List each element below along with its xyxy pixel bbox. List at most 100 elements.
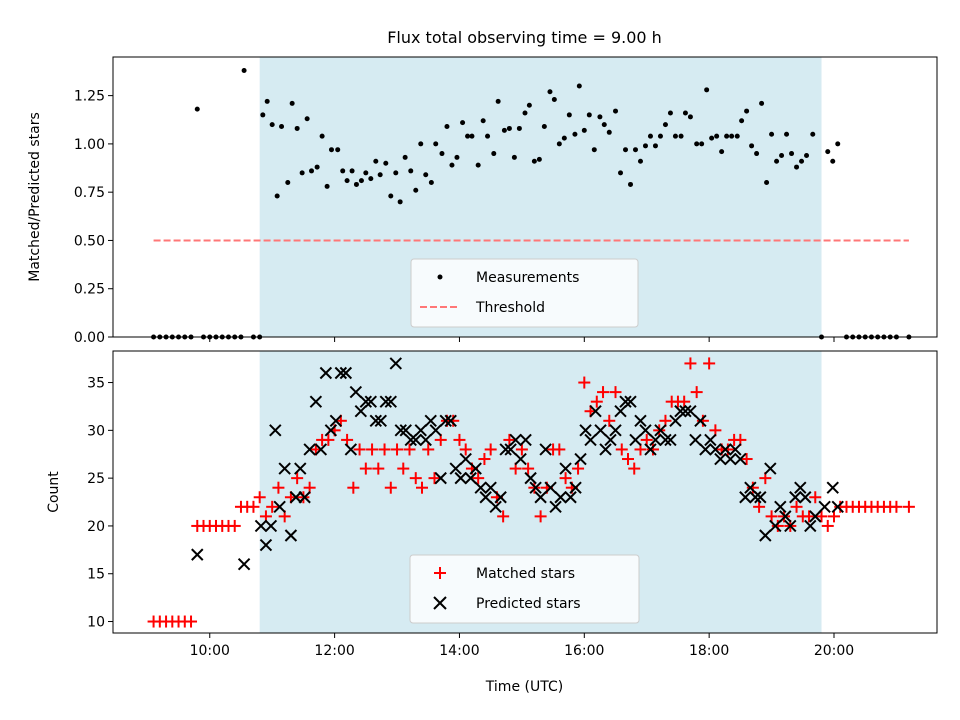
- y-tick-label: 15: [87, 567, 105, 583]
- predicted-star-point: [409, 433, 422, 447]
- matched-star-point: [391, 443, 404, 456]
- predicted-star-point: [469, 462, 482, 475]
- predicted-star-point: [759, 529, 772, 542]
- predicted-star-point: [334, 366, 348, 380]
- measurement-point: [349, 168, 355, 174]
- matched-star-point: [828, 510, 840, 523]
- measurement-point: [779, 152, 785, 158]
- predicted-star-point: [434, 471, 447, 485]
- predicted-star-point: [559, 462, 572, 475]
- measurement-point: [729, 133, 735, 139]
- predicted-star-point: [237, 557, 251, 571]
- matched-star-point: [559, 472, 572, 485]
- measurement-point: [531, 158, 537, 164]
- predicted-star-point: [294, 462, 307, 475]
- predicted-star-point: [394, 424, 407, 437]
- measurement-point: [491, 151, 497, 157]
- matched-star-point: [497, 510, 510, 523]
- predicted-star-point: [298, 491, 311, 504]
- matched-star-point: [684, 357, 697, 370]
- measurement-point: [591, 147, 597, 153]
- measurement-point: [383, 160, 389, 166]
- measurement-point: [511, 154, 517, 160]
- measurement-point: [835, 141, 841, 147]
- x-axis-label: Time (UTC): [485, 679, 563, 695]
- series-measurements: [151, 68, 912, 340]
- measurement-point: [454, 154, 460, 160]
- matched-star-point: [515, 443, 528, 456]
- predicted-star-point: [664, 433, 677, 447]
- predicted-star-point: [534, 491, 547, 504]
- predicted-star-point: [514, 452, 527, 466]
- measurement-point: [687, 114, 693, 120]
- predicted-star-point: [439, 414, 452, 427]
- top-y-axis-label: Matched/Predicted stars: [27, 112, 43, 282]
- top-y-ticks: 0.00 0.25 0.50 0.75 1.00 1.25: [74, 89, 113, 346]
- predicted-star-point: [474, 481, 487, 494]
- measurement-point: [586, 112, 592, 118]
- matched-star-point: [809, 491, 822, 504]
- predicted-star-point: [659, 433, 672, 447]
- measurement-point: [566, 112, 572, 118]
- predicted-star-point: [674, 405, 687, 418]
- matched-star-point: [628, 462, 641, 475]
- x-tick-label: 12:00: [314, 643, 354, 659]
- matched-star-point: [771, 519, 784, 532]
- measurement-point: [709, 135, 715, 141]
- measurement-point: [699, 141, 705, 147]
- predicted-star-point: [818, 500, 831, 514]
- matched-star-point: [646, 443, 659, 456]
- predicted-star-point: [303, 443, 316, 456]
- top-legend: Measurements Threshold: [410, 258, 639, 328]
- predicted-star-point: [744, 481, 757, 494]
- predicted-star-point: [349, 385, 363, 399]
- matched-star-point: [291, 472, 304, 485]
- predicted-star-point: [694, 414, 707, 427]
- matched-star-point: [378, 443, 391, 456]
- predicted-star-point: [424, 414, 437, 427]
- measurement-point: [627, 181, 633, 187]
- predicted-star-point: [479, 491, 492, 504]
- predicted-star-point: [804, 519, 817, 533]
- measurement-point: [642, 143, 648, 149]
- measurement-point: [269, 122, 275, 128]
- measurement-point: [344, 178, 350, 184]
- measurement-point: [319, 133, 325, 139]
- measurement-point: [637, 158, 643, 164]
- matched-star-point: [366, 443, 379, 456]
- matched-star-point: [534, 510, 547, 523]
- matched-star-point: [347, 481, 360, 494]
- predicted-star-point: [831, 500, 844, 514]
- matched-star-point: [185, 615, 198, 628]
- predicted-star-point: [259, 538, 273, 552]
- measurement-point: [373, 158, 379, 164]
- matched-star-point: [640, 433, 653, 446]
- predicted-star-point: [269, 424, 282, 437]
- matched-star-point: [815, 510, 828, 523]
- x-tick-label: 16:00: [564, 643, 604, 659]
- matched-star-point: [740, 453, 753, 466]
- measurement-point: [285, 180, 291, 186]
- measurement-point: [274, 193, 280, 199]
- measurement-point: [547, 89, 553, 95]
- predicted-star-point: [604, 433, 617, 447]
- matched-star-point: [609, 386, 622, 399]
- measurement-point: [556, 141, 562, 147]
- measurement-point: [734, 133, 740, 139]
- bottom-y-axis-label: Count: [46, 471, 62, 513]
- matched-star-point: [484, 443, 497, 456]
- predicted-star-point: [509, 433, 522, 447]
- measurement-point: [561, 135, 567, 141]
- measurement-point: [522, 110, 528, 116]
- measurement-point: [759, 100, 765, 106]
- measurement-point: [682, 110, 688, 116]
- matched-star-point: [472, 472, 485, 485]
- measurement-point: [652, 143, 658, 149]
- predicted-star-point: [354, 405, 368, 418]
- predicted-star-point: [689, 433, 702, 447]
- predicted-star-point: [624, 395, 637, 408]
- matched-star-point: [247, 500, 260, 513]
- predicted-star-point: [654, 424, 667, 437]
- measurement-point: [704, 87, 710, 93]
